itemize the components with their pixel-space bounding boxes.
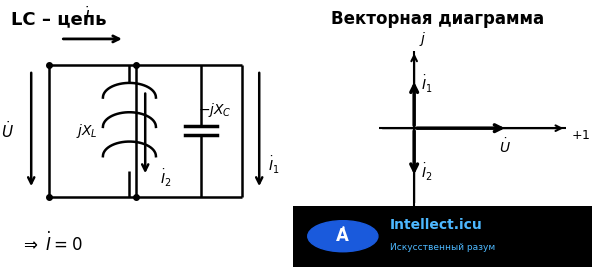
Text: $+1$: $+1$ — [571, 129, 590, 143]
Bar — [293, 206, 592, 267]
Text: $\dot{I}$: $\dot{I}$ — [83, 5, 90, 26]
Text: Искусственный разум: Искусственный разум — [390, 243, 495, 252]
Text: Intellect.icu: Intellect.icu — [390, 218, 482, 232]
Text: $\dot{I}_2$: $\dot{I}_2$ — [421, 162, 433, 183]
Text: $-jX_C$: $-jX_C$ — [198, 101, 232, 119]
Circle shape — [308, 221, 378, 252]
Text: $\dot{I}_1$: $\dot{I}_1$ — [421, 74, 433, 95]
Text: A: A — [336, 227, 349, 245]
Text: $\Rightarrow\ \dot{I} = 0$: $\Rightarrow\ \dot{I} = 0$ — [20, 232, 82, 255]
Text: $\dot{I}_2$: $\dot{I}_2$ — [160, 168, 171, 189]
Text: Векторная диаграмма: Векторная диаграмма — [331, 10, 544, 28]
Text: $j$: $j$ — [419, 30, 426, 48]
Text: $\dot{I}_1$: $\dot{I}_1$ — [268, 155, 280, 176]
Text: LC – цепь: LC – цепь — [11, 10, 106, 28]
Text: $\dot{U}$: $\dot{U}$ — [499, 137, 511, 156]
Text: •: • — [340, 225, 345, 233]
Text: $\dot{U}$: $\dot{U}$ — [1, 120, 14, 141]
Text: $jX_L$: $jX_L$ — [76, 122, 98, 140]
